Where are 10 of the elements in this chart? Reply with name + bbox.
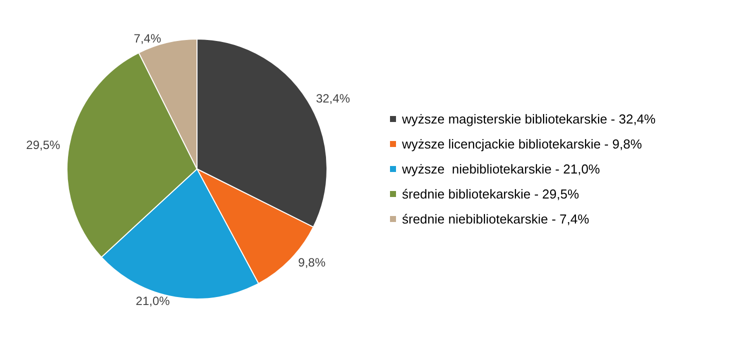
legend-label: średnie bibliotekarskie - 29,5%	[402, 186, 580, 202]
legend-label: wyższe licencjackie bibliotekarskie - 9,8%	[401, 136, 642, 152]
legend-label: wyższe magisterskie bibliotekarskie - 32,4%	[401, 112, 656, 126]
data-label: 9,8%	[298, 255, 326, 270]
data-label: 7,4%	[134, 32, 162, 46]
legend-label: wyższe niebibliotekarskie - 21,0%	[401, 162, 600, 176]
data-label: 32,4%	[316, 92, 350, 106]
legend-label: średnie niebibliotekarskie - 7,4%	[402, 212, 590, 226]
data-label: 21,0%	[136, 294, 170, 308]
data-label: 29,5%	[26, 138, 60, 152]
